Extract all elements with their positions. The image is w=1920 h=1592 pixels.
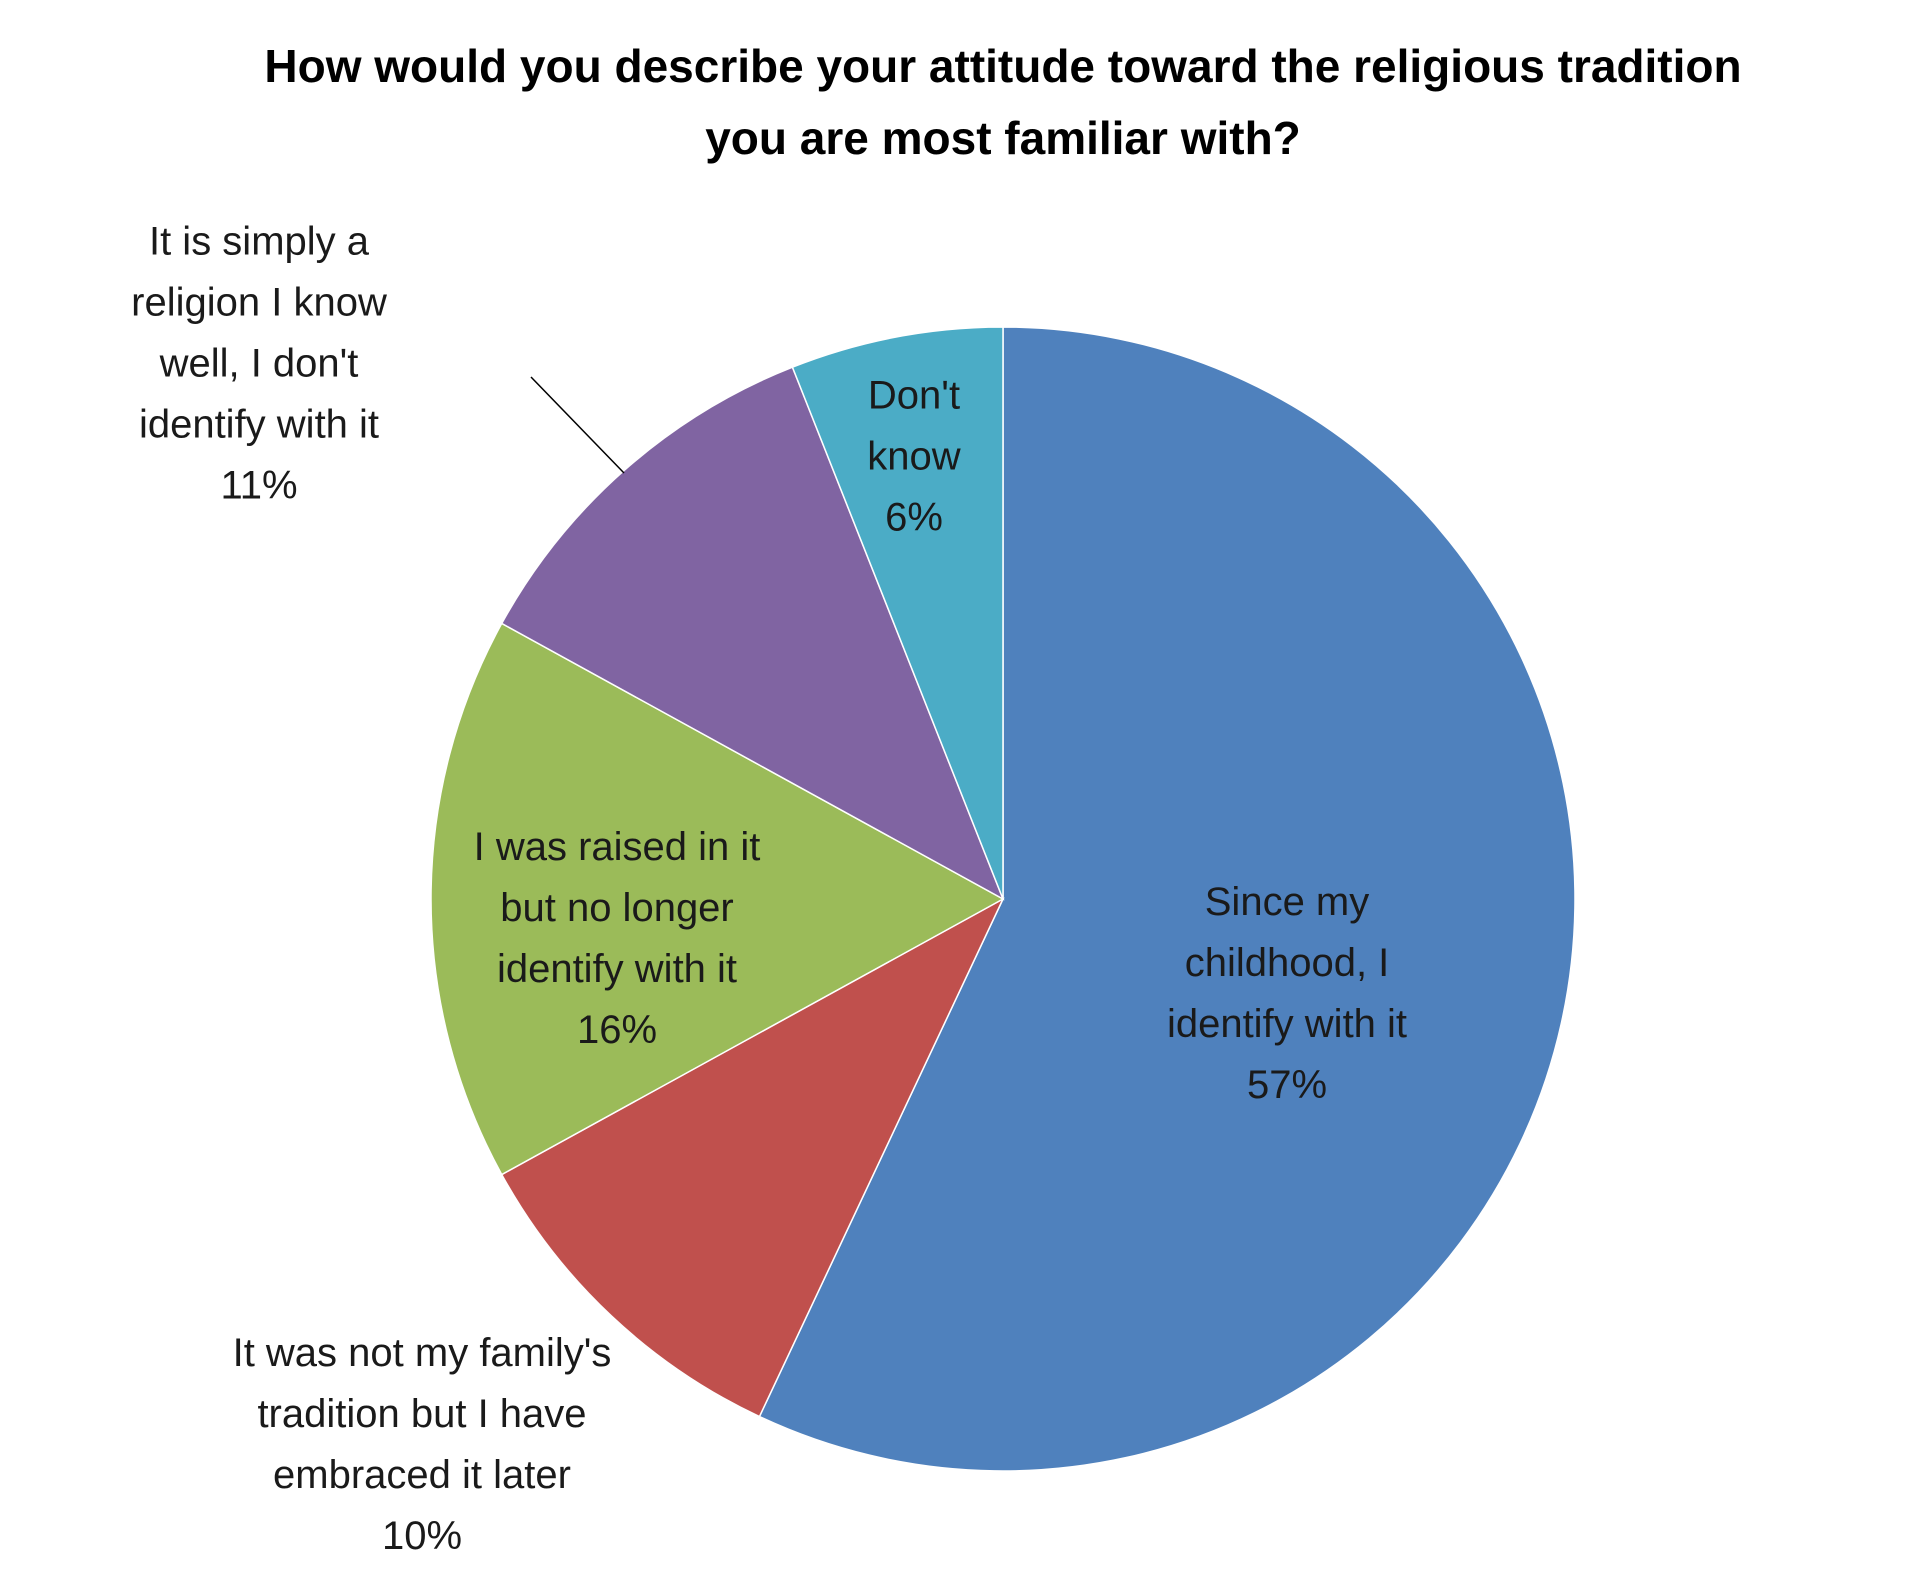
label-category: I was raised in it but no longer identif…	[473, 825, 761, 991]
data-label: Since my childhood, I identify with it 57…	[1127, 872, 1447, 1116]
pie-slice	[430, 622, 1005, 1176]
label-value: 10%	[381, 1514, 463, 1558]
label-value: 16%	[576, 1008, 658, 1052]
data-label: It is simply a religion I know well, I d…	[99, 212, 419, 517]
label-value: 11%	[220, 463, 298, 508]
chart-title: How would you describe your attitude tow…	[264, 40, 1742, 164]
leader-line	[530, 376, 625, 474]
data-label: I was raised in it but no longer identif…	[447, 817, 787, 1061]
label-value: 57%	[1246, 1063, 1328, 1107]
pie-slice	[500, 897, 1005, 1418]
pie-slice	[758, 326, 1576, 1472]
label-category: Since my childhood, I identify with it	[1166, 880, 1408, 1046]
label-category: It is simply a religion I know well, I d…	[131, 219, 387, 447]
data-label: It was not my family's tradition but I h…	[232, 1323, 612, 1567]
label-category: It was not my family's tradition but I h…	[232, 1331, 612, 1497]
label-value: 6%	[885, 495, 943, 540]
label-category: Don't know	[867, 373, 961, 479]
data-label: Don't know 6%	[844, 366, 984, 549]
pie-slice	[500, 366, 1005, 901]
pie-slice	[791, 326, 1004, 900]
